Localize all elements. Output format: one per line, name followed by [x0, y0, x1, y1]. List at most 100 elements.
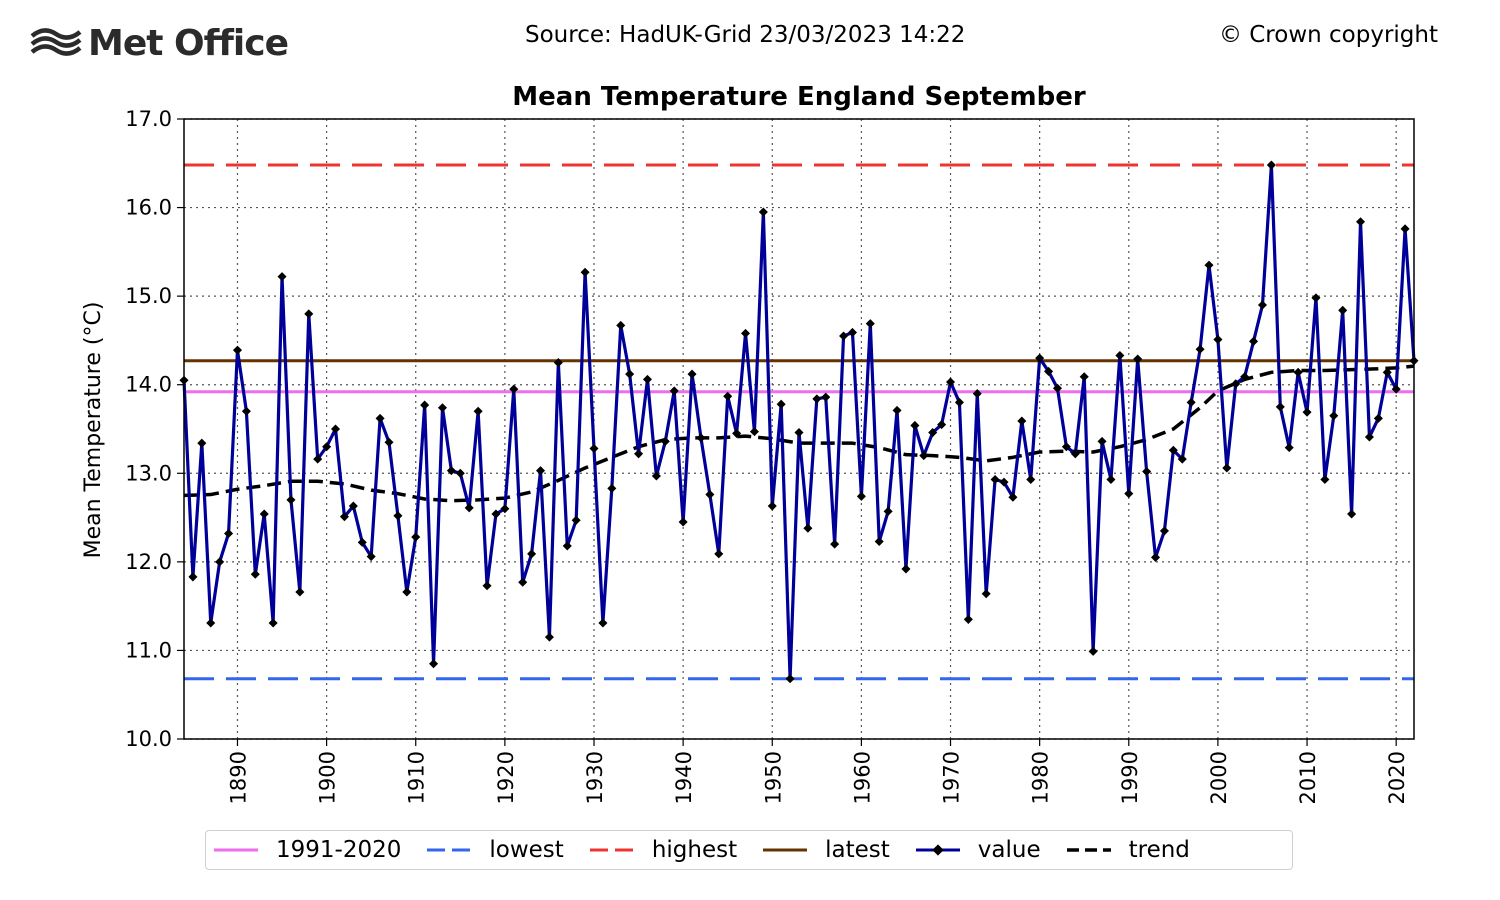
value-point — [874, 536, 884, 547]
legend-item-lowest: lowest — [425, 837, 564, 863]
legend-swatch-highest — [589, 848, 634, 852]
legend-swatch-value — [915, 844, 960, 856]
value-point — [660, 436, 670, 446]
x-tick-label: 1970 — [940, 751, 964, 804]
value-point — [1213, 335, 1223, 345]
value-point — [277, 272, 287, 282]
value-point — [990, 474, 1000, 485]
value-point — [1222, 463, 1232, 473]
legend-label: trend — [1128, 837, 1190, 863]
value-point — [767, 501, 777, 511]
value-point — [1159, 526, 1169, 536]
value-point — [527, 549, 537, 559]
value-point — [1097, 436, 1107, 446]
y-tick-label: 17.0 — [125, 107, 172, 131]
value-point — [1320, 474, 1330, 485]
value-point — [1275, 402, 1285, 412]
x-tick-label: 1890 — [226, 751, 250, 804]
value-point — [839, 331, 849, 341]
x-tick-label: 1900 — [316, 751, 340, 804]
value-point — [580, 267, 590, 277]
waves-icon — [30, 28, 82, 56]
value-point — [259, 509, 269, 519]
value-point — [830, 539, 840, 549]
value-point — [1347, 509, 1357, 519]
legend-swatch-trend — [1066, 848, 1111, 852]
value-point — [625, 369, 635, 379]
value-point — [420, 400, 430, 410]
value-point — [696, 433, 706, 443]
value-point — [464, 503, 474, 513]
legend: 1991-2020 lowest highest latest value tr… — [205, 830, 1293, 870]
x-tick-label: 1930 — [583, 751, 607, 804]
value-point — [295, 587, 305, 597]
value-point — [785, 674, 795, 684]
logo-text: Met Office — [88, 22, 289, 64]
value-point — [616, 320, 626, 330]
value-point — [1329, 411, 1339, 421]
value-point — [892, 405, 902, 415]
value-point — [634, 449, 644, 459]
value-point — [197, 438, 207, 448]
value-point — [1115, 350, 1125, 361]
x-tick-label: 1940 — [672, 751, 696, 804]
value-point — [215, 557, 225, 567]
value-point — [1257, 300, 1268, 310]
value-line — [182, 163, 1416, 681]
value-point — [758, 207, 768, 217]
x-tick-label: 2020 — [1385, 751, 1409, 804]
chart-title: Mean Temperature England September — [512, 82, 1086, 112]
legend-label: value — [977, 837, 1041, 863]
value-point — [1204, 260, 1214, 270]
value-point — [928, 428, 938, 438]
value-point — [856, 491, 866, 501]
y-tick-label: 11.0 — [125, 638, 172, 662]
x-tick-label: 1950 — [761, 751, 785, 804]
legend-label: lowest — [489, 837, 564, 863]
y-tick-label: 14.0 — [125, 373, 172, 397]
x-axis-ticks: 1890 1900 1910 1920 1930 1940 1950 1960 1970 1980… — [226, 739, 1409, 804]
legend-item-highest: highest — [588, 837, 737, 863]
grid-lines — [184, 118, 1414, 740]
value-point — [304, 309, 314, 319]
value-point — [1249, 336, 1259, 346]
value-point — [687, 369, 697, 379]
y-tick-label: 13.0 — [125, 461, 172, 485]
value-point — [1311, 293, 1321, 303]
value-point — [375, 413, 385, 423]
met-office-logo: Met Office — [30, 22, 289, 64]
value-point — [1302, 407, 1312, 417]
value-point — [883, 506, 893, 516]
value-point — [749, 427, 759, 437]
value-point — [901, 564, 911, 574]
value-point — [981, 589, 991, 599]
value-point — [642, 374, 653, 384]
value-point — [794, 428, 804, 438]
value-point — [821, 392, 831, 402]
legend-item-1991-2020: 1991-2020 — [212, 837, 401, 863]
value-point — [954, 397, 964, 407]
value-point — [1266, 160, 1276, 170]
value-point — [803, 523, 813, 533]
value-point — [776, 399, 786, 409]
value-point — [1284, 443, 1294, 453]
value-point — [206, 618, 216, 628]
legend-label: highest — [651, 837, 738, 863]
value-point — [571, 515, 581, 525]
value-point — [411, 532, 421, 542]
value-point — [188, 572, 198, 582]
value-point — [384, 437, 394, 447]
value-point — [865, 319, 875, 329]
value-point — [1400, 224, 1410, 234]
value-point — [945, 377, 956, 387]
source-text: Source: HadUK-Grid 23/03/2023 14:22 — [525, 22, 966, 48]
value-point — [669, 386, 679, 396]
x-tick-label: 1920 — [494, 751, 518, 804]
value-point — [678, 517, 688, 527]
value-point — [1186, 397, 1196, 407]
value-point — [910, 420, 920, 430]
x-tick-label: 1990 — [1118, 751, 1142, 804]
value-point — [224, 528, 234, 539]
y-axis-label: Mean Temperature (°C) — [81, 302, 106, 559]
value-point — [482, 581, 492, 591]
